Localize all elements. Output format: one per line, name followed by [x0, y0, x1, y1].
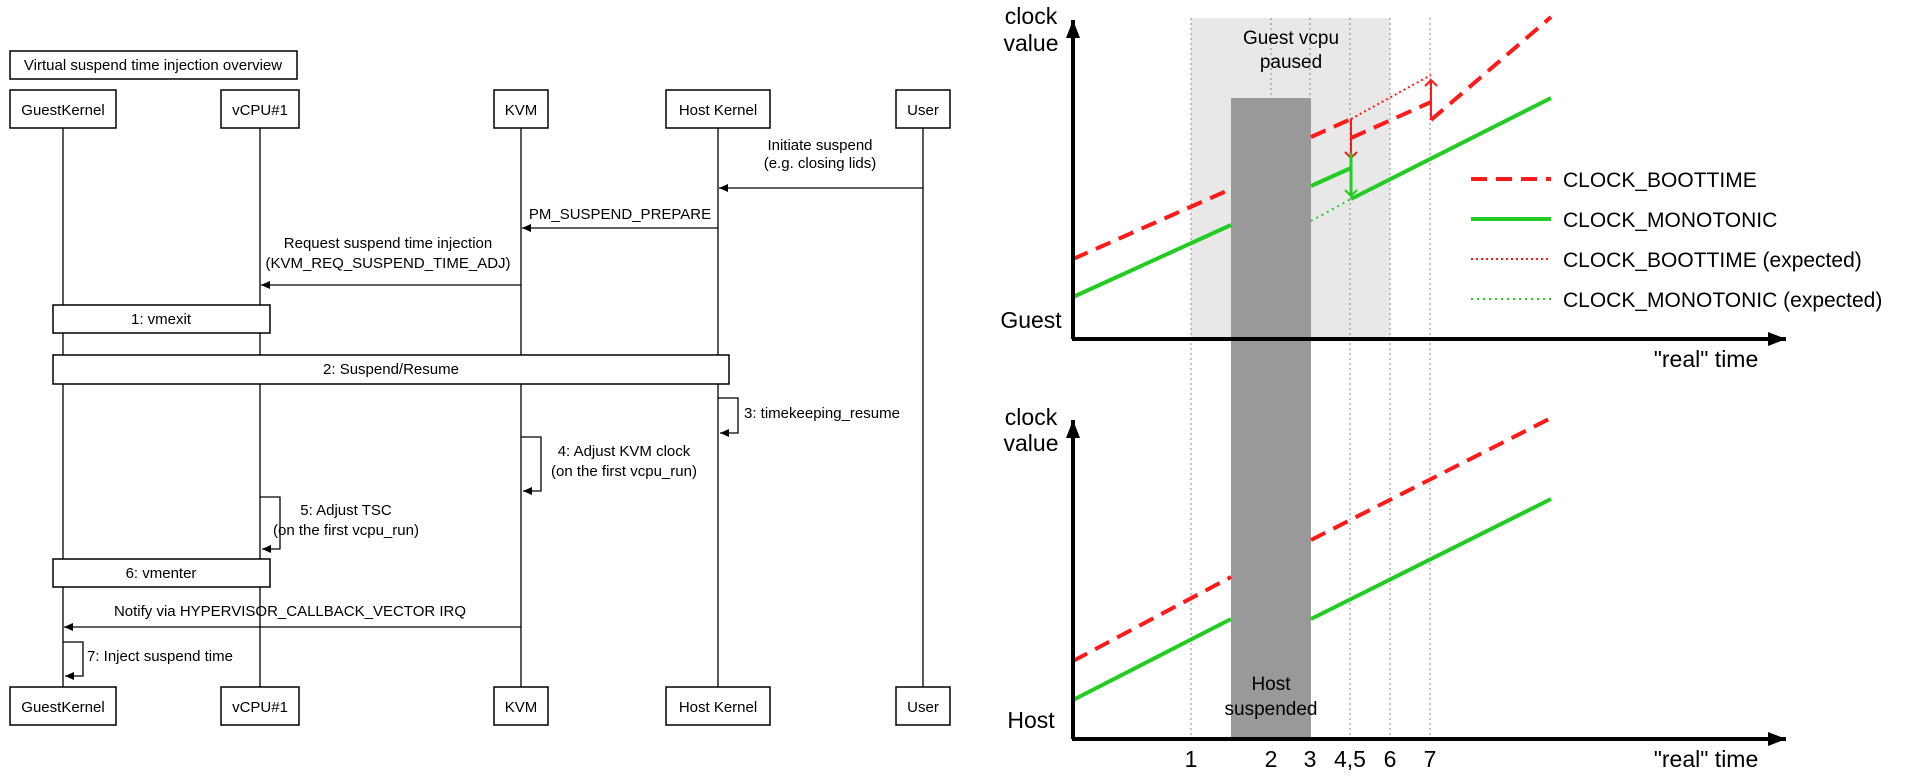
- host-boottime-segment: [1072, 575, 1232, 663]
- participant-box: [220, 686, 300, 726]
- message-pm-suspend-prepare: PM_SUSPEND_PREPARE: [529, 206, 711, 223]
- participant-vcpu: vCPU#1: [232, 102, 288, 119]
- participant-user-bottom: User: [907, 699, 939, 716]
- arrow-adjust-kvm-clock: [521, 436, 542, 495]
- participant-box: [493, 89, 549, 129]
- time-tick: 4,5: [1334, 746, 1366, 772]
- guest-paused-label-2: paused: [1260, 52, 1322, 73]
- guest-boottime-segment: [1429, 15, 1553, 122]
- host-suspended-label: Host: [1251, 674, 1291, 695]
- legend-monotonic: CLOCK_MONOTONIC: [1563, 209, 1777, 232]
- time-tick: 2: [1265, 746, 1278, 772]
- arrow-inject-suspend-time: [63, 641, 84, 680]
- guest-paused-label: Guest vcpu: [1243, 28, 1339, 49]
- message-initiate-suspend: Initiate suspend: [767, 137, 872, 154]
- message-notify: Notify via HYPERVISOR_CALLBACK_VECTOR IR…: [114, 603, 466, 620]
- participant-guestkernel-bottom: GuestKernel: [21, 699, 104, 716]
- message-request-injection-detail: (KVM_REQ_SUSPEND_TIME_ADJ): [265, 255, 510, 272]
- host-monotonic-segment: [1072, 617, 1232, 702]
- guest-boottime-expected: [1350, 74, 1432, 120]
- host-y-label-2: value: [1004, 430, 1059, 456]
- step-adjust-tsc: 5: Adjust TSC: [300, 502, 392, 519]
- host-suspended-region: [1231, 98, 1311, 738]
- time-tick: 1: [1185, 746, 1198, 772]
- guest-monotonic-segment: [1072, 223, 1232, 299]
- host-x-label: "real" time: [1654, 746, 1759, 772]
- time-tick: 3: [1304, 746, 1317, 772]
- step-adjust-tsc-detail: (on the first vcpu_run): [273, 522, 419, 539]
- legend-monotonic-expected: CLOCK_MONOTONIC (expected): [1563, 289, 1882, 312]
- message-initiate-suspend-detail: (e.g. closing lids): [764, 155, 877, 172]
- participant-box: [220, 89, 300, 129]
- guest-y-label-2: value: [1004, 30, 1059, 56]
- step-suspend-resume: 2: Suspend/Resume: [323, 361, 459, 378]
- host-y-label: clock: [1005, 404, 1058, 430]
- participant-kvm-bottom: KVM: [505, 699, 538, 716]
- host-boottime-segment: [1310, 416, 1552, 542]
- participant-box: [9, 686, 117, 726]
- participant-box: [895, 686, 951, 726]
- legend-boottime-expected: CLOCK_BOOTTIME (expected): [1563, 249, 1862, 272]
- message-request-injection: Request suspend time injection: [284, 235, 492, 252]
- guest-boottime-segment: [1350, 100, 1432, 140]
- host-label: Host: [1007, 707, 1055, 733]
- participant-vcpu-bottom: vCPU#1: [232, 699, 288, 716]
- diagram-title: Virtual suspend time injection overview: [24, 57, 282, 74]
- participant-box: [895, 89, 951, 129]
- time-tick: 6: [1384, 746, 1397, 772]
- step-box: [52, 354, 730, 385]
- guest-monotonic-expected: [1310, 198, 1352, 222]
- step-vmenter: 6: vmenter: [126, 565, 197, 582]
- participant-hostkernel-bottom: Host Kernel: [679, 699, 757, 716]
- step-timekeeping-resume: 3: timekeeping_resume: [744, 405, 900, 422]
- host-monotonic-segment: [1310, 497, 1552, 621]
- clock-plots: Guest vcpu paused clock value Guest "rea…: [1000, 3, 1882, 772]
- participant-user: User: [907, 102, 939, 119]
- step-adjust-kvm-clock-detail: (on the first vcpu_run): [551, 463, 697, 480]
- step-vmexit: 1: vmexit: [131, 311, 192, 328]
- guest-monotonic-segment: [1310, 166, 1352, 188]
- participant-guestkernel: GuestKernel: [21, 102, 104, 119]
- time-tick: 7: [1424, 746, 1437, 772]
- participant-kvm: KVM: [505, 102, 538, 119]
- participant-box: [665, 89, 771, 129]
- step-adjust-kvm-clock: 4: Adjust KVM clock: [558, 443, 691, 460]
- guest-y-label: clock: [1005, 3, 1058, 29]
- guest-label: Guest: [1000, 307, 1062, 333]
- guest-x-label: "real" time: [1654, 346, 1759, 372]
- title-box: [9, 50, 298, 80]
- guest-boottime-segment: [1072, 187, 1232, 261]
- arrow-timekeeping-resume: [718, 397, 739, 437]
- step-inject-suspend-time: 7: Inject suspend time: [87, 648, 233, 665]
- step-box: [52, 304, 271, 334]
- participant-box: [9, 89, 117, 129]
- arrow-adjust-tsc: [260, 496, 281, 553]
- guest-boottime-segment: [1310, 117, 1352, 139]
- participant-hostkernel: Host Kernel: [679, 102, 757, 119]
- legend: CLOCK_BOOTTIME CLOCK_MONOTONIC CLOCK_BOO…: [1471, 169, 1882, 312]
- step-box: [52, 558, 271, 588]
- participant-box: [493, 686, 549, 726]
- sequence-diagram: Virtual suspend time injection overview …: [9, 50, 951, 726]
- guest-monotonic-segment: [1350, 96, 1552, 201]
- host-suspended-label-2: suspended: [1225, 699, 1318, 720]
- participant-box: [665, 686, 771, 726]
- legend-boottime: CLOCK_BOOTTIME: [1563, 169, 1757, 192]
